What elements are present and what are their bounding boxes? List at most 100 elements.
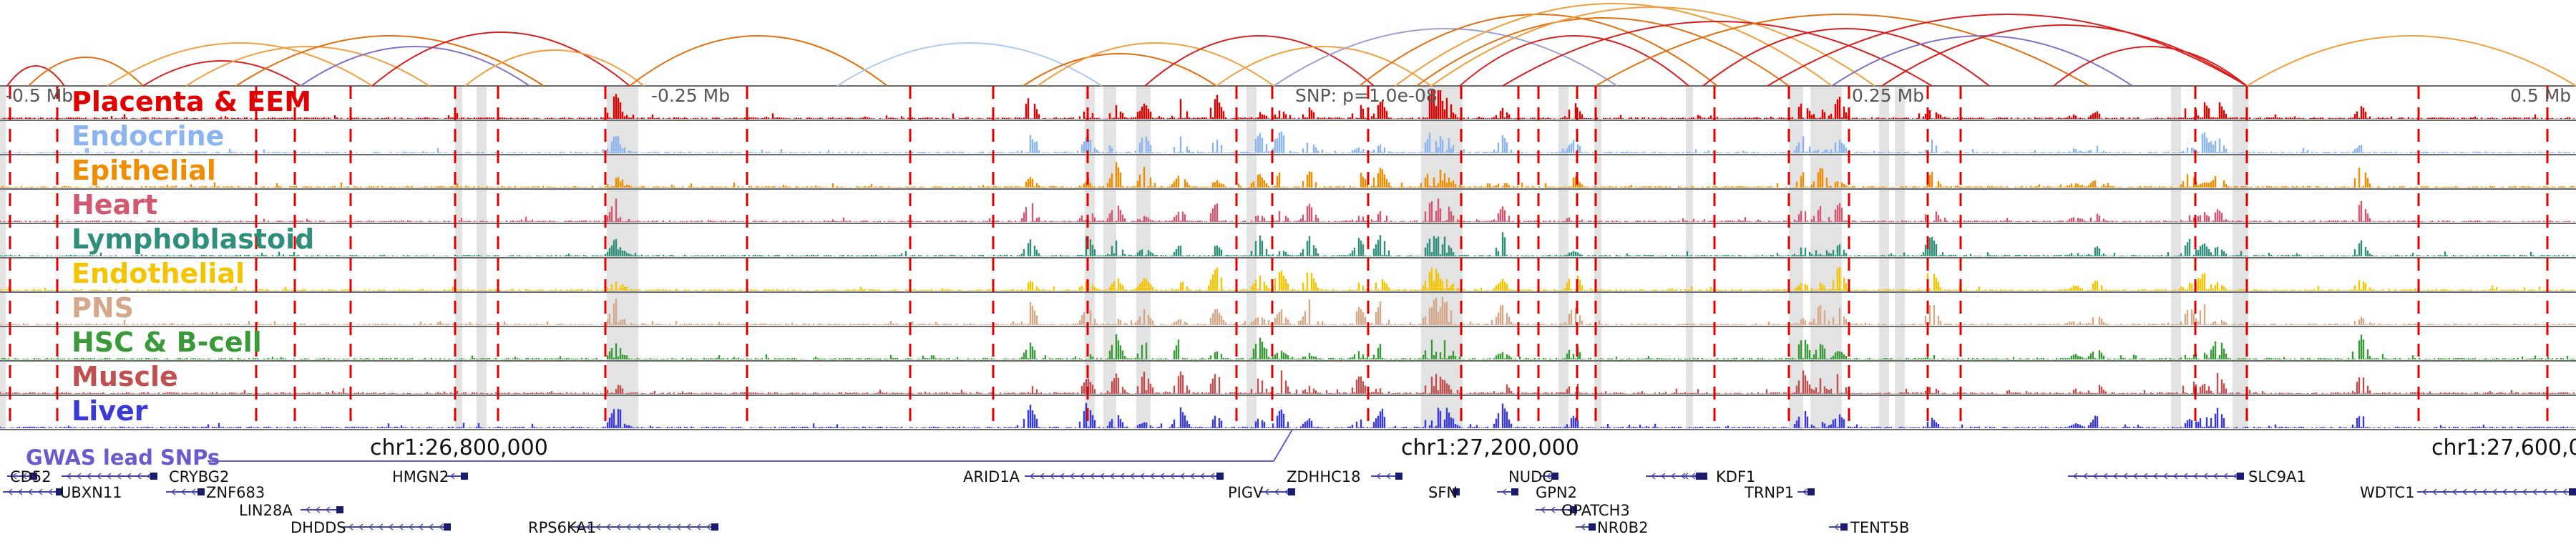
signal-peaks bbox=[0, 198, 2575, 222]
gene-strand-arrows bbox=[66, 473, 152, 480]
signal-peaks bbox=[0, 370, 2575, 394]
gene-label: GPN2 bbox=[1536, 484, 1578, 501]
track-label-heart: Heart bbox=[72, 189, 158, 221]
gwas-track-label: GWAS lead SNPs bbox=[26, 445, 220, 470]
signal-peaks bbox=[0, 266, 2575, 291]
axis-right: 0.5 Mb bbox=[2510, 85, 2572, 106]
gene-strand-arrows bbox=[170, 488, 196, 495]
interaction-arc bbox=[1459, 35, 1689, 87]
gene-label: RPS6KA1 bbox=[528, 519, 597, 536]
interaction-arc bbox=[2246, 35, 2576, 87]
signal-peaks bbox=[0, 131, 2575, 153]
gene-strand-arrows bbox=[305, 506, 341, 513]
gene-label: WDTC1 bbox=[2360, 484, 2415, 501]
axis-snp: SNP: p=1.0e-08 bbox=[1295, 85, 1438, 106]
gene-label: KDF1 bbox=[1716, 468, 1756, 485]
interaction-arc bbox=[142, 60, 301, 87]
gene-exon bbox=[1511, 488, 1518, 495]
coord-label: chr1:27,600,0 bbox=[2431, 435, 2576, 460]
gene-exon bbox=[56, 488, 63, 495]
interaction-arc bbox=[1359, 14, 1718, 87]
interaction-arc bbox=[1767, 14, 2248, 87]
interaction-arc bbox=[185, 46, 430, 87]
interaction-arc bbox=[1023, 53, 1217, 87]
gene-label: TRNP1 bbox=[1745, 484, 1795, 501]
gene-exon bbox=[461, 473, 468, 480]
gene-strand-arrows bbox=[2421, 488, 2567, 495]
interaction-arc bbox=[629, 35, 888, 87]
gwas-line bbox=[208, 429, 1293, 462]
interaction-arc bbox=[1037, 42, 1274, 87]
track-label-lymphoblastoid: Lymphoblastoid bbox=[72, 223, 315, 255]
gene-exon bbox=[1216, 473, 1224, 480]
track-label-endocrine: Endocrine bbox=[72, 120, 225, 152]
gene-label: LIN28A bbox=[239, 502, 293, 519]
gene-label: CRYBG2 bbox=[169, 468, 230, 485]
gene-exon bbox=[336, 506, 343, 513]
interaction-arc bbox=[1702, 28, 1990, 87]
gene-strand-arrows bbox=[1546, 473, 1551, 480]
signal-peaks bbox=[1, 90, 2575, 119]
coord-label: chr1:27,200,000 bbox=[1401, 435, 1579, 460]
interaction-arc bbox=[1430, 6, 1875, 87]
interaction-arc bbox=[836, 42, 1103, 87]
gene-exon bbox=[197, 488, 205, 495]
interaction-arc bbox=[235, 35, 545, 87]
gene-exon bbox=[444, 523, 451, 531]
track-label-pns: PNS bbox=[72, 292, 135, 324]
interaction-arc bbox=[1881, 24, 2248, 87]
interaction-arc bbox=[1216, 46, 1432, 87]
gene-exon bbox=[1700, 473, 1707, 480]
gene-exon bbox=[2569, 488, 2576, 495]
interaction-arc bbox=[1416, 17, 1790, 87]
gene-label: ARID1A bbox=[963, 468, 1020, 485]
gene-strand-arrows bbox=[7, 488, 63, 495]
axis-mid-left: -0.25 Mb bbox=[651, 85, 731, 106]
interaction-arc bbox=[6, 65, 65, 87]
track-label-muscle: Muscle bbox=[72, 361, 178, 392]
gene-label: NR0B2 bbox=[1597, 519, 1649, 536]
gene-strand-arrows bbox=[2072, 473, 2238, 480]
gene-label: CD52 bbox=[10, 468, 52, 485]
interaction-arc bbox=[371, 32, 630, 87]
gene-exon bbox=[1570, 506, 1577, 513]
gene-exon bbox=[1696, 473, 1703, 480]
interaction-arc bbox=[1595, 14, 2090, 87]
gene-exon bbox=[1551, 473, 1558, 480]
gene-strand-arrows bbox=[1264, 488, 1289, 495]
gene-exon bbox=[1840, 523, 1848, 531]
axis-left: -0.5 Mb bbox=[6, 85, 74, 106]
gene-strand-arrows bbox=[1833, 523, 1839, 531]
interaction-arc bbox=[107, 42, 373, 87]
interaction-arc bbox=[28, 57, 144, 87]
gene-label: UBXN11 bbox=[60, 484, 122, 501]
signal-peaks bbox=[0, 402, 2575, 428]
gene-exon bbox=[1288, 488, 1295, 495]
interaction-arc bbox=[1273, 28, 1618, 87]
signal-peaks bbox=[0, 296, 2575, 325]
gene-label: DHDDS bbox=[291, 519, 346, 536]
gene-exon bbox=[711, 523, 718, 531]
gene-exon bbox=[1453, 488, 1460, 495]
gene-exon bbox=[150, 473, 157, 480]
signal-peaks bbox=[0, 334, 2575, 359]
track-label-endothelial: Endothelial bbox=[72, 258, 245, 289]
gene-label: NUDC bbox=[1508, 468, 1553, 485]
gene-exon bbox=[30, 473, 37, 480]
interaction-arc bbox=[1395, 3, 1833, 87]
coord-label: chr1:26,800,000 bbox=[370, 435, 548, 460]
gene-exon bbox=[1395, 473, 1402, 480]
interaction-arc bbox=[2053, 46, 2248, 87]
interaction-arc bbox=[1502, 21, 1933, 87]
gene-label: GPATCH3 bbox=[1561, 502, 1630, 519]
gene-exon bbox=[1807, 488, 1815, 495]
gene-label: HMGN2 bbox=[392, 468, 449, 485]
track-label-placenta: Placenta & EEM bbox=[72, 86, 312, 117]
track-label-liver: Liver bbox=[72, 395, 148, 427]
track-label-epithelial: Epithelial bbox=[72, 155, 216, 186]
gene-label: SFN bbox=[1428, 484, 1458, 501]
gene-label: TENT5B bbox=[1850, 519, 1910, 536]
signal-peaks bbox=[0, 162, 2575, 188]
interaction-arc bbox=[1831, 35, 2133, 87]
gene-label: SLC9A1 bbox=[2248, 468, 2306, 485]
